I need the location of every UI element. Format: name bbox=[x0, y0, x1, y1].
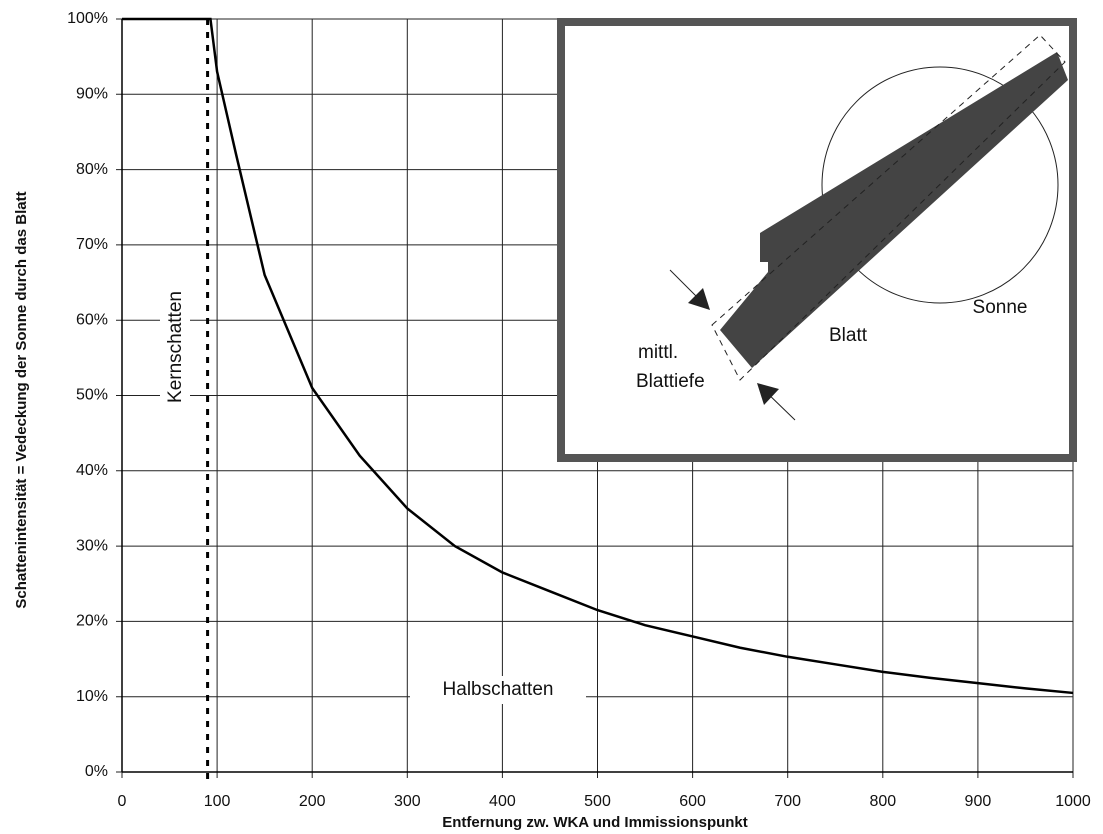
chart: Entfernung zw. WKA und Immissionspunkt S… bbox=[0, 0, 1103, 834]
annotation: Halbschatten bbox=[443, 679, 554, 700]
inset-label: mittl. bbox=[638, 342, 678, 363]
y-tick-label: 40% bbox=[76, 462, 108, 479]
y-tick-label: 100% bbox=[67, 10, 108, 27]
y-axis-title: Schattenintensität = Vedeckung der Sonne… bbox=[13, 191, 30, 608]
x-axis-title: Entfernung zw. WKA und Immissionspunkt bbox=[442, 814, 748, 831]
x-tick-label: 1000 bbox=[1055, 793, 1091, 810]
inset-label: Blattiefe bbox=[636, 371, 705, 392]
x-tick-label: 400 bbox=[489, 793, 516, 810]
inset-label: Sonne bbox=[973, 297, 1028, 318]
y-tick-label: 90% bbox=[76, 86, 108, 103]
x-tick-label: 0 bbox=[118, 793, 127, 810]
x-tick-label: 900 bbox=[965, 793, 992, 810]
inset-label: Blatt bbox=[829, 325, 868, 346]
x-tick-label: 600 bbox=[679, 793, 706, 810]
x-tick-label: 800 bbox=[869, 793, 896, 810]
y-tick-label: 0% bbox=[85, 763, 108, 780]
y-tick-label: 20% bbox=[76, 613, 108, 630]
inset-diagram: Sonne Blatt mittl. Blattiefe bbox=[561, 22, 1073, 458]
y-tick-label: 50% bbox=[76, 387, 108, 404]
page: Entfernung zw. WKA und Immissionspunkt S… bbox=[0, 0, 1103, 834]
y-tick-label: 70% bbox=[76, 236, 108, 253]
x-tick-label: 700 bbox=[774, 793, 801, 810]
y-tick-label: 80% bbox=[76, 161, 108, 178]
x-tick-label: 300 bbox=[394, 793, 421, 810]
x-tick-label: 500 bbox=[584, 793, 611, 810]
annotation: Kernschatten bbox=[165, 291, 186, 403]
x-tick-label: 100 bbox=[204, 793, 231, 810]
y-tick-label: 30% bbox=[76, 537, 108, 554]
y-tick-label: 10% bbox=[76, 688, 108, 705]
x-tick-label: 200 bbox=[299, 793, 326, 810]
y-tick-label: 60% bbox=[76, 311, 108, 328]
